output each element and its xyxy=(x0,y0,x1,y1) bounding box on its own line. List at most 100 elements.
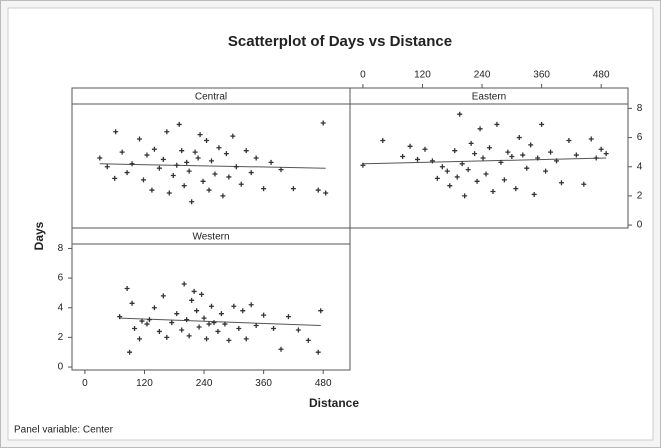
y-tick-label: 0 xyxy=(637,220,643,231)
point xyxy=(151,305,157,311)
y-tick-label: 6 xyxy=(637,132,643,143)
fit-line xyxy=(99,163,326,169)
point xyxy=(295,327,301,333)
point xyxy=(422,146,428,152)
point xyxy=(477,126,483,132)
point xyxy=(566,137,572,143)
point xyxy=(146,317,152,323)
point xyxy=(223,151,229,157)
point xyxy=(140,177,146,183)
point xyxy=(483,171,489,177)
y-tick-label: 4 xyxy=(58,302,64,313)
y-tick-label: 8 xyxy=(637,103,643,114)
point xyxy=(164,334,170,340)
point xyxy=(218,311,224,317)
y-tick-label: 6 xyxy=(58,273,64,284)
point xyxy=(119,149,125,155)
point xyxy=(248,170,254,176)
point xyxy=(195,155,201,161)
point xyxy=(176,121,182,127)
x-tick-label: 0 xyxy=(360,69,366,80)
point xyxy=(380,137,386,143)
point xyxy=(468,140,474,146)
point xyxy=(181,183,187,189)
point xyxy=(200,178,206,184)
point xyxy=(494,121,500,127)
point xyxy=(535,155,541,161)
x-tick-label: 360 xyxy=(255,378,272,389)
fit-line xyxy=(119,317,321,327)
point xyxy=(498,159,504,165)
point xyxy=(208,303,214,309)
fit-line xyxy=(362,157,607,165)
point xyxy=(189,297,195,303)
point xyxy=(127,349,133,355)
point xyxy=(132,325,138,331)
point xyxy=(240,308,246,314)
x-tick-label: 0 xyxy=(82,378,88,389)
point xyxy=(305,337,311,343)
point xyxy=(174,162,180,168)
point xyxy=(261,312,267,318)
x-axis-label: Distance xyxy=(309,396,359,410)
point xyxy=(323,190,329,196)
point xyxy=(558,180,564,186)
point xyxy=(573,152,579,158)
point xyxy=(554,158,560,164)
point xyxy=(447,183,453,189)
point xyxy=(196,324,202,330)
point xyxy=(444,168,450,174)
point xyxy=(505,149,511,155)
point xyxy=(211,320,217,326)
point xyxy=(197,132,203,138)
x-tick-label: 120 xyxy=(414,69,431,80)
point xyxy=(129,300,135,306)
point xyxy=(179,327,185,333)
point xyxy=(318,308,324,314)
point xyxy=(243,148,249,154)
point xyxy=(199,291,205,297)
point xyxy=(226,337,232,343)
point xyxy=(516,135,522,141)
panel-frame xyxy=(349,87,629,229)
point xyxy=(588,136,594,142)
point xyxy=(415,156,421,162)
x-tick-label: 240 xyxy=(196,378,213,389)
point xyxy=(186,333,192,339)
point xyxy=(181,281,187,287)
y-axis-label: Days xyxy=(32,221,46,250)
point xyxy=(248,302,254,308)
panel-frame xyxy=(71,87,351,229)
point xyxy=(151,146,157,152)
point xyxy=(253,155,259,161)
point xyxy=(124,170,130,176)
point xyxy=(480,155,486,161)
point xyxy=(124,285,130,291)
point xyxy=(144,152,150,158)
point xyxy=(462,193,468,199)
point xyxy=(400,154,406,160)
panel-label: Western xyxy=(192,232,229,243)
x-tick-label: 240 xyxy=(474,69,491,80)
y-tick-label: 8 xyxy=(58,243,64,254)
point xyxy=(528,142,534,148)
y-tick-label: 2 xyxy=(58,332,64,343)
point xyxy=(278,167,284,173)
point xyxy=(166,190,172,196)
point xyxy=(216,145,222,151)
panel-label: Central xyxy=(195,92,227,103)
point xyxy=(113,129,119,135)
point xyxy=(189,199,195,205)
x-tick-label: 360 xyxy=(533,69,550,80)
point xyxy=(509,154,515,160)
point xyxy=(407,143,413,149)
point xyxy=(278,346,284,352)
point xyxy=(160,293,166,299)
point xyxy=(212,171,218,177)
point xyxy=(204,137,210,143)
point xyxy=(144,321,150,327)
point xyxy=(581,181,587,187)
point xyxy=(315,349,321,355)
point xyxy=(543,168,549,174)
